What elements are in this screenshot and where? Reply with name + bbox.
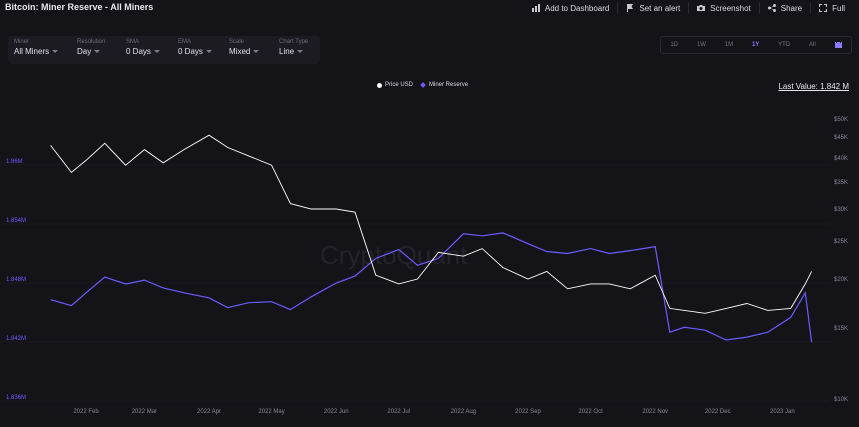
scale-value: Mixed	[229, 47, 251, 56]
miner-label: Miner	[14, 39, 30, 45]
x-tick-label: 2022 Oct	[578, 409, 603, 415]
right-tick-label: $15K	[834, 326, 848, 332]
calendar-button[interactable]	[834, 40, 842, 50]
x-tick-label: 2022 Feb	[73, 409, 99, 415]
chart-legend: Price USD Miner Reserve	[377, 82, 468, 88]
x-tick-label: 2022 Nov	[642, 409, 668, 415]
left-tick-label: 1.836M	[6, 395, 26, 401]
reserve-legend-label[interactable]: Miner Reserve	[429, 82, 469, 88]
screenshot-label: Screenshot	[710, 3, 751, 13]
full-button[interactable]: Full	[810, 2, 853, 14]
set-alert-button[interactable]: Set an alert	[617, 2, 688, 14]
right-tick-label: $30K	[834, 207, 848, 213]
ema-label: EMA	[178, 39, 192, 45]
calendar-icon	[834, 40, 842, 48]
sma-value: 0 Days	[126, 47, 151, 56]
right-axis: $10K $15K $20K $25K $30K $35K $40K $45K $50K	[834, 117, 848, 403]
left-tick-label: 1.854M	[6, 218, 26, 224]
range-all-button[interactable]: All	[809, 42, 816, 48]
miner-value: All Miners	[14, 47, 50, 56]
ema-value: 0 Days	[178, 47, 203, 56]
chevron-down-icon	[153, 50, 160, 54]
resolution-label: Resolution	[77, 39, 106, 45]
range-1d-button[interactable]: 1D	[670, 42, 679, 48]
x-tick-label: 2022 Mar	[132, 409, 157, 415]
x-tick-label: 2022 May	[258, 409, 284, 415]
x-tick-label: 2023 Jan	[770, 409, 795, 415]
scale-label: Scale	[229, 39, 245, 45]
x-tick-label: 2022 Dec	[705, 409, 731, 415]
chart: CryptoQuant 1.836M 1.842M 1.848M 1.854M 1.86…	[0, 117, 848, 415]
right-tick-label: $40K	[834, 156, 848, 162]
chevron-down-icon	[52, 50, 59, 54]
reserve-series-line	[50, 232, 813, 343]
miner-select[interactable]: Miner All Miners	[14, 39, 59, 56]
left-tick-label: 1.842M	[6, 336, 26, 342]
x-tick-label: 2022 Sep	[515, 409, 541, 415]
x-tick-label: 2022 Aug	[451, 409, 476, 415]
action-bar: Add to Dashboard Set an alert Screenshot…	[524, 1, 853, 15]
left-axis: 1.836M 1.842M 1.848M 1.854M 1.86M	[6, 159, 26, 401]
resolution-value: Day	[77, 47, 92, 56]
header: Bitcoin: Miner Reserve - All Miners Add …	[0, 0, 859, 16]
reserve-legend-marker	[420, 82, 426, 88]
x-axis: 2022 Feb 2022 Mar 2022 Apr 2022 May 2022 Jun…	[73, 409, 794, 415]
page-title: Bitcoin: Miner Reserve - All Miners	[5, 2, 154, 12]
price-series-line	[50, 134, 813, 314]
right-tick-label: $20K	[834, 277, 848, 283]
share-button[interactable]: Share	[758, 2, 810, 14]
chevron-down-icon	[94, 50, 101, 54]
share-icon	[767, 4, 776, 12]
right-tick-label: $45K	[834, 135, 848, 141]
left-tick-label: 1.86M	[6, 159, 23, 165]
x-tick-label: 2022 Apr	[197, 409, 221, 415]
price-legend-marker	[377, 82, 382, 88]
watermark: CryptoQuant	[320, 240, 468, 270]
share-label: Share	[780, 3, 803, 13]
x-tick-label: 2022 Jul	[387, 409, 410, 415]
chevron-down-icon	[253, 50, 260, 54]
grid	[0, 164, 830, 402]
right-tick-label: $10K	[834, 397, 848, 403]
range-1w-button[interactable]: 1W	[696, 42, 706, 48]
chart-type-value: Line	[279, 47, 295, 56]
right-tick-label: $35K	[834, 180, 848, 186]
ema-select[interactable]: EMA 0 Days	[178, 39, 212, 56]
sma-select[interactable]: SMA 0 Days	[126, 39, 160, 56]
add-to-dashboard-label: Add to Dashboard	[544, 3, 610, 13]
resolution-select[interactable]: Resolution Day	[77, 39, 105, 56]
chevron-down-icon	[205, 50, 212, 54]
chart-type-label: Chart Type	[279, 39, 309, 45]
add-to-dashboard-button[interactable]: Add to Dashboard	[524, 2, 618, 14]
alert-icon	[627, 4, 634, 12]
range-ytd-button[interactable]: YTD	[778, 42, 791, 48]
left-tick-label: 1.848M	[6, 277, 26, 283]
price-legend-label[interactable]: Price USD	[385, 82, 414, 88]
filter-panel: Miner All Miners Resolution Day SMA 0 Da…	[8, 36, 320, 64]
x-tick-label: 2022 Jun	[324, 409, 349, 415]
right-tick-label: $50K	[834, 117, 848, 123]
screenshot-button[interactable]: Screenshot	[688, 2, 758, 14]
chart-icon	[531, 4, 540, 12]
chevron-down-icon	[297, 50, 304, 54]
range-selector: 1D 1W 1M 1Y YTD All	[660, 36, 852, 54]
full-label: Full	[832, 3, 845, 13]
right-tick-label: $25K	[834, 239, 848, 245]
sma-label: SMA	[126, 39, 140, 45]
fullscreen-icon	[819, 4, 828, 12]
camera-icon	[697, 5, 706, 11]
last-value: Last Value: 1.842 M	[778, 82, 849, 91]
set-alert-label: Set an alert	[639, 3, 681, 13]
range-1m-button[interactable]: 1M	[724, 42, 734, 48]
chart-type-select[interactable]: Chart Type Line	[279, 39, 308, 56]
range-1y-button[interactable]: 1Y	[751, 42, 760, 48]
scale-select[interactable]: Scale Mixed	[229, 39, 260, 56]
